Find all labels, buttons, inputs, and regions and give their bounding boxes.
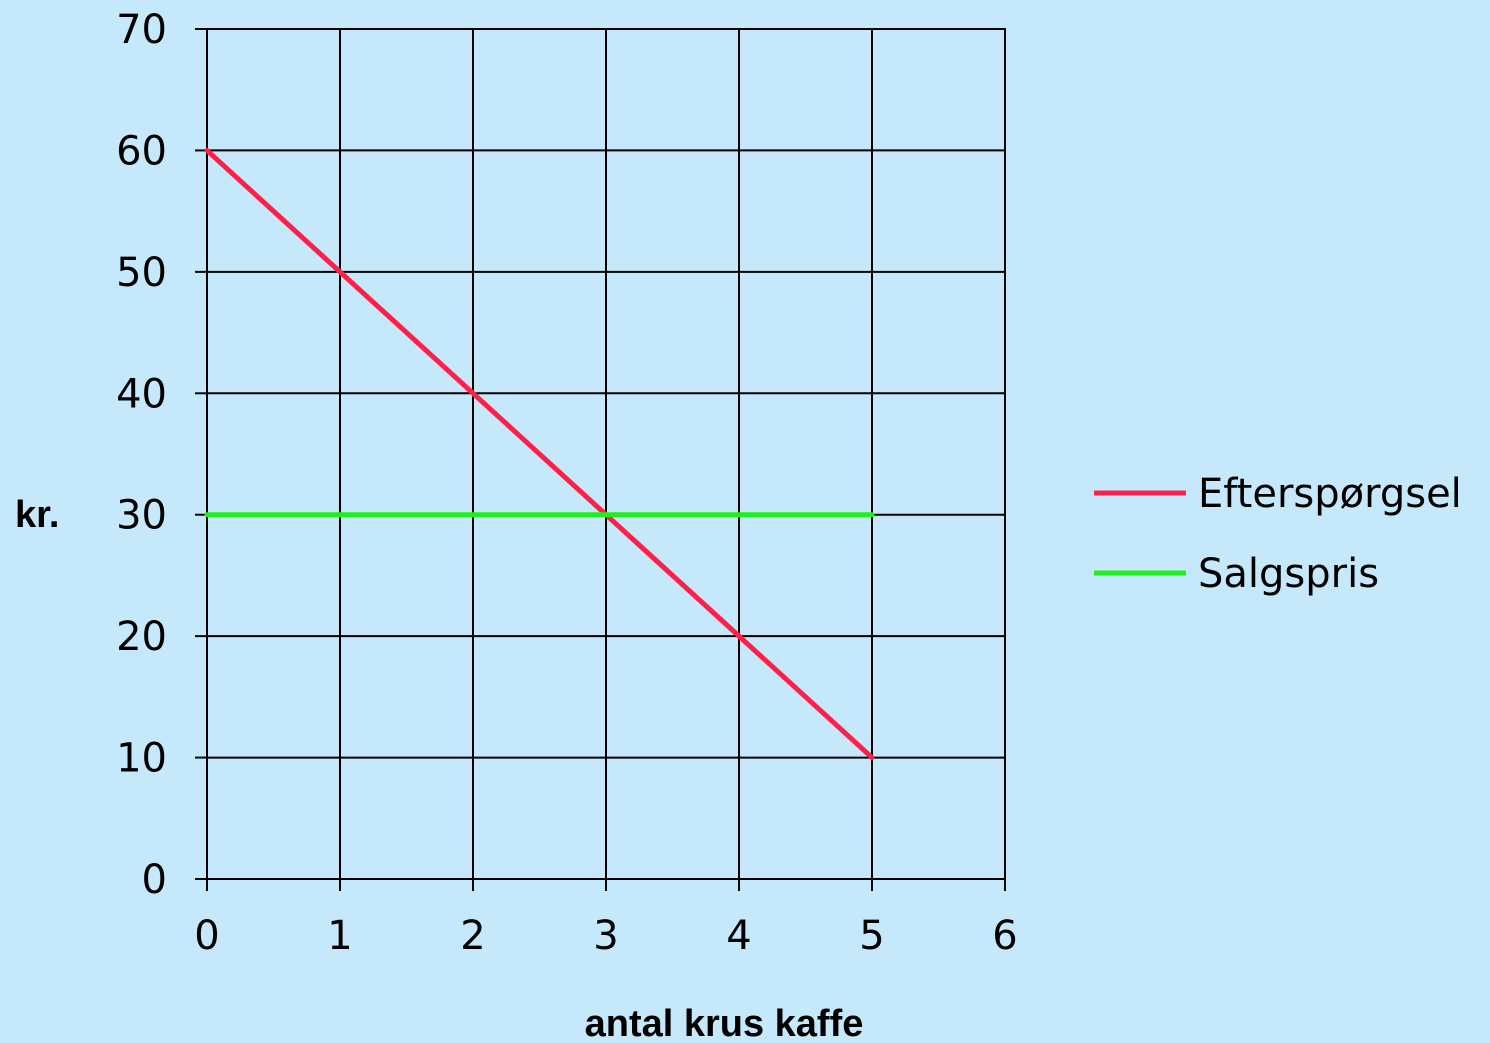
tick-label-y-20: 20 — [116, 614, 167, 660]
tick-label-x-4: 4 — [726, 913, 751, 959]
tick-label-x-6: 6 — [992, 913, 1017, 959]
axes — [195, 28, 1006, 891]
tick-label-x-0: 0 — [194, 913, 219, 959]
tick-label-x-1: 1 — [327, 913, 352, 959]
plot-border — [206, 28, 1006, 880]
series-lines — [204, 147, 875, 761]
y-axis-label: kr. — [15, 494, 59, 536]
x-axis-label: antal krus kaffe — [585, 1003, 864, 1043]
legend: Efterspørgsel Salgspris — [1094, 471, 1462, 597]
tick-labels: 0 10 20 30 40 50 60 70 0 1 2 3 4 5 6 — [116, 7, 1018, 959]
tick-label-x-5: 5 — [859, 913, 884, 959]
tick-label-x-2: 2 — [460, 913, 485, 959]
tick-label-x-3: 3 — [593, 913, 618, 959]
tick-label-y-10: 10 — [116, 736, 167, 782]
legend-label-1: Efterspørgsel — [1198, 471, 1462, 517]
legend-label-2: Salgspris — [1198, 551, 1379, 597]
series-line-1 — [204, 147, 875, 761]
tick-label-y-30: 30 — [116, 493, 167, 539]
tick-label-y-50: 50 — [116, 250, 167, 296]
tick-label-y-70: 70 — [116, 7, 167, 53]
tick-label-y-0: 0 — [142, 857, 167, 903]
tick-label-y-60: 60 — [116, 128, 167, 174]
tick-label-y-40: 40 — [116, 371, 167, 417]
grid — [206, 28, 1006, 880]
